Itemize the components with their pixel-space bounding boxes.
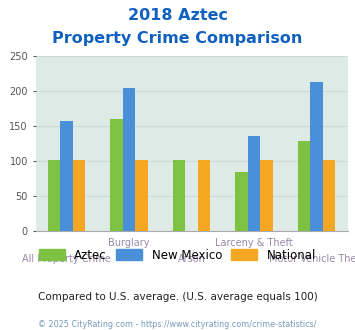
Bar — [123, 87, 136, 231]
Bar — [110, 119, 123, 231]
Bar — [298, 142, 310, 231]
Bar — [248, 136, 261, 231]
Bar — [235, 172, 248, 231]
Bar — [198, 160, 211, 231]
Bar — [60, 121, 73, 231]
Text: Larceny & Theft: Larceny & Theft — [215, 238, 293, 248]
Text: Property Crime Comparison: Property Crime Comparison — [52, 31, 303, 46]
Bar — [310, 82, 323, 231]
Bar — [73, 160, 86, 231]
Bar — [48, 160, 60, 231]
Text: © 2025 CityRating.com - https://www.cityrating.com/crime-statistics/: © 2025 CityRating.com - https://www.city… — [38, 320, 317, 329]
Text: Burglary: Burglary — [109, 238, 150, 248]
Text: Arson: Arson — [178, 254, 206, 264]
Text: Compared to U.S. average. (U.S. average equals 100): Compared to U.S. average. (U.S. average … — [38, 292, 317, 302]
Bar — [136, 160, 148, 231]
Legend: Aztec, New Mexico, National: Aztec, New Mexico, National — [34, 244, 321, 266]
Text: Motor Vehicle Theft: Motor Vehicle Theft — [269, 254, 355, 264]
Text: 2018 Aztec: 2018 Aztec — [127, 8, 228, 23]
Bar — [173, 160, 185, 231]
Text: All Property Crime: All Property Crime — [22, 254, 111, 264]
Bar — [323, 160, 335, 231]
Bar — [261, 160, 273, 231]
